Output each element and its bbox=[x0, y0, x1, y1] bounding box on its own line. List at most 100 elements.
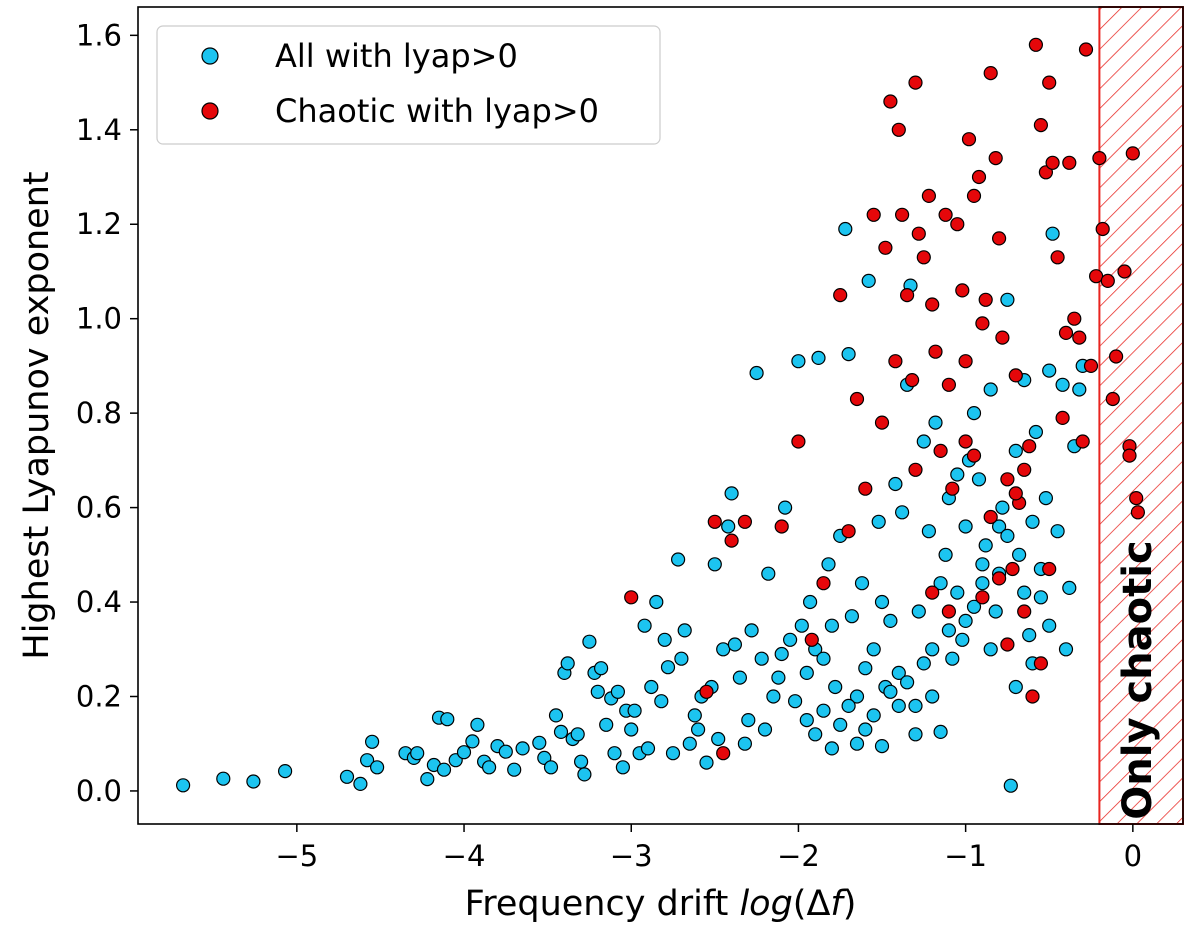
point-all bbox=[841, 698, 856, 714]
point-chaotic bbox=[1108, 349, 1124, 364]
point-all bbox=[828, 679, 843, 695]
point-all bbox=[950, 467, 965, 482]
point-chaotic bbox=[966, 188, 982, 203]
point-all bbox=[1011, 547, 1027, 562]
point-all bbox=[456, 745, 472, 760]
point-chaotic bbox=[1092, 151, 1107, 166]
point-all bbox=[941, 623, 957, 638]
point-chaotic bbox=[1000, 472, 1015, 487]
point-chaotic bbox=[1028, 37, 1044, 52]
y-axis-label: Highest Lyapunov exponent bbox=[17, 171, 57, 659]
point-all bbox=[654, 694, 669, 709]
point-all bbox=[894, 505, 910, 520]
point-all bbox=[971, 472, 987, 487]
point-all bbox=[1033, 590, 1049, 605]
point-all bbox=[682, 736, 697, 751]
point-chaotic bbox=[833, 288, 848, 303]
point-all bbox=[353, 776, 368, 792]
point-chaotic bbox=[966, 448, 982, 463]
point-chaotic bbox=[1100, 273, 1115, 288]
point-all bbox=[808, 727, 823, 742]
point-all bbox=[727, 637, 743, 652]
point-all bbox=[874, 738, 890, 754]
x-tick-label: −5 bbox=[275, 839, 318, 873]
y-tick-label: 0.0 bbox=[76, 774, 122, 808]
point-all bbox=[811, 350, 826, 365]
point-chaotic bbox=[941, 377, 957, 392]
series-chaotic bbox=[624, 37, 1146, 761]
point-all bbox=[911, 604, 926, 619]
point-all bbox=[615, 760, 631, 775]
point-all bbox=[833, 717, 848, 732]
point-chaotic bbox=[866, 207, 881, 222]
point-chaotic bbox=[888, 354, 903, 369]
point-all bbox=[883, 613, 898, 629]
y-tick-label: 1.6 bbox=[76, 18, 122, 52]
x-tick-label: −1 bbox=[944, 839, 987, 873]
x-tick-label: −4 bbox=[443, 839, 486, 873]
point-all bbox=[955, 632, 970, 647]
point-all bbox=[699, 755, 714, 770]
point-chaotic bbox=[1033, 117, 1049, 133]
point-all bbox=[858, 722, 873, 737]
point-chaotic bbox=[988, 151, 1003, 166]
point-chaotic bbox=[1055, 410, 1070, 425]
point-all bbox=[365, 734, 380, 749]
point-chaotic bbox=[978, 292, 993, 307]
point-all bbox=[871, 514, 886, 529]
point-all bbox=[176, 778, 191, 793]
point-all bbox=[958, 613, 973, 629]
point-all bbox=[1000, 528, 1015, 544]
point-all bbox=[278, 763, 293, 779]
point-chaotic bbox=[841, 524, 856, 539]
point-all bbox=[891, 665, 906, 681]
point-all bbox=[674, 651, 689, 666]
point-all bbox=[660, 660, 676, 675]
point-all bbox=[749, 365, 764, 381]
point-all bbox=[966, 599, 982, 614]
point-all bbox=[1003, 778, 1018, 793]
point-chaotic bbox=[933, 443, 948, 458]
point-all bbox=[560, 656, 575, 671]
point-all bbox=[420, 771, 435, 787]
point-all bbox=[440, 712, 455, 727]
point-all bbox=[925, 642, 940, 657]
point-all bbox=[590, 684, 605, 699]
point-chaotic bbox=[707, 514, 722, 529]
point-all bbox=[599, 717, 614, 732]
point-chaotic bbox=[1017, 604, 1032, 619]
point-chaotic bbox=[958, 434, 973, 449]
point-all bbox=[983, 382, 998, 397]
point-chaotic bbox=[975, 316, 990, 331]
point-all bbox=[515, 741, 530, 756]
point-all bbox=[888, 476, 903, 492]
point-chaotic bbox=[1042, 75, 1057, 90]
series-all bbox=[176, 221, 1090, 793]
point-chaotic bbox=[1033, 656, 1049, 671]
point-all bbox=[791, 354, 806, 369]
point-chaotic bbox=[1017, 462, 1032, 477]
legend-box bbox=[156, 25, 661, 145]
axis-ticks: −5 −4 −3 −2 −1 0 0.0 0.2 0.4 0.6 0.8 1.0 1.2 1.4 1.6 bbox=[76, 18, 1142, 873]
point-chaotic bbox=[908, 462, 923, 477]
x-axis-label-close: ) bbox=[843, 884, 857, 924]
point-all bbox=[899, 675, 915, 690]
point-all bbox=[246, 774, 261, 789]
point-all bbox=[707, 557, 722, 572]
point-all bbox=[975, 557, 990, 572]
point-all bbox=[577, 767, 592, 782]
point-chaotic bbox=[958, 354, 973, 369]
point-chaotic bbox=[941, 604, 957, 619]
point-all bbox=[732, 670, 748, 685]
point-chaotic bbox=[699, 684, 714, 699]
legend-marker-chaotic bbox=[201, 102, 219, 120]
point-all bbox=[861, 273, 876, 288]
point-chaotic bbox=[899, 288, 915, 303]
point-all bbox=[774, 646, 789, 662]
point-all bbox=[933, 724, 948, 740]
point-chaotic bbox=[894, 207, 910, 222]
point-all bbox=[216, 771, 231, 786]
point-all bbox=[844, 609, 860, 624]
x-axis-label-log: log bbox=[739, 884, 792, 924]
